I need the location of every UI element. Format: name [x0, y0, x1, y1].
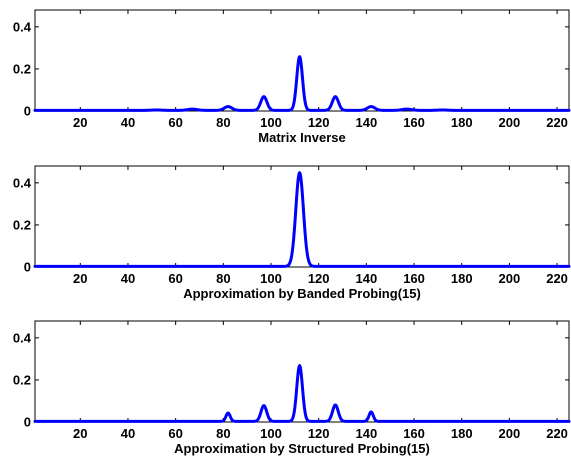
subplot-matrix-inverse: 20 40 60 80 100 120 140 160 180 200 220 0 0.2 0.4 Matr… [13, 9, 571, 145]
x-tick-label: 180 [451, 426, 473, 441]
x-tick-label: 20 [73, 426, 87, 441]
x-axis-label: Approximation by Banded Probing(15) [183, 286, 421, 301]
x-tick-label: 200 [499, 426, 521, 441]
series-line [33, 364, 571, 423]
x-axis-label: Matrix Inverse [258, 130, 345, 145]
x-tick-label: 120 [308, 115, 330, 130]
y-tick-label: 0.4 [13, 330, 32, 345]
y-tick-label: 0 [24, 104, 31, 119]
x-tick-label: 80 [216, 271, 230, 286]
x-tick-label: 80 [216, 115, 230, 130]
x-tick-label: 60 [168, 426, 182, 441]
y-tick-label: 0 [24, 260, 31, 275]
y-tick-label: 0 [24, 415, 31, 430]
subplot-banded-probing: 20 40 60 80 100 120 140 160 180 200 220 0 0.2 0.4 Appr… [13, 165, 571, 301]
x-tick-label: 80 [216, 426, 230, 441]
y-tick-label: 0.4 [13, 175, 32, 190]
x-tick-label: 40 [121, 115, 135, 130]
x-tick-label: 120 [308, 271, 330, 286]
subplot-structured-probing: 20 40 60 80 100 120 140 160 180 200 220 0 0.2 0.4 Appr… [13, 320, 571, 456]
x-tick-label: 180 [451, 115, 473, 130]
x-axis-label: Approximation by Structured Probing(15) [174, 441, 430, 456]
x-tick-label: 40 [121, 271, 135, 286]
x-tick-label: 220 [546, 271, 568, 286]
x-tick-label: 100 [260, 426, 282, 441]
x-tick-label: 60 [168, 115, 182, 130]
x-tick-label: 140 [356, 271, 378, 286]
series-line [33, 55, 571, 112]
x-tick-label: 140 [356, 115, 378, 130]
x-tick-label: 220 [546, 426, 568, 441]
x-tick-label: 100 [260, 271, 282, 286]
x-tick-label: 20 [73, 115, 87, 130]
x-tick-label: 100 [260, 115, 282, 130]
x-tick-label: 120 [308, 426, 330, 441]
y-tick-label: 0.2 [13, 61, 31, 76]
x-tick-label: 60 [168, 271, 182, 286]
x-tick-label: 160 [403, 115, 425, 130]
x-tick-label: 40 [121, 426, 135, 441]
x-tick-label: 160 [403, 271, 425, 286]
x-tick-label: 20 [73, 271, 87, 286]
y-tick-label: 0.2 [13, 372, 31, 387]
x-tick-label: 200 [499, 271, 521, 286]
x-tick-label: 200 [499, 115, 521, 130]
x-tick-label: 140 [356, 426, 378, 441]
y-tick-label: 0.4 [13, 19, 32, 34]
y-tick-label: 0.2 [13, 217, 31, 232]
series-line [33, 171, 571, 268]
x-tick-label: 180 [451, 271, 473, 286]
x-tick-label: 160 [403, 426, 425, 441]
x-tick-label: 220 [546, 115, 568, 130]
